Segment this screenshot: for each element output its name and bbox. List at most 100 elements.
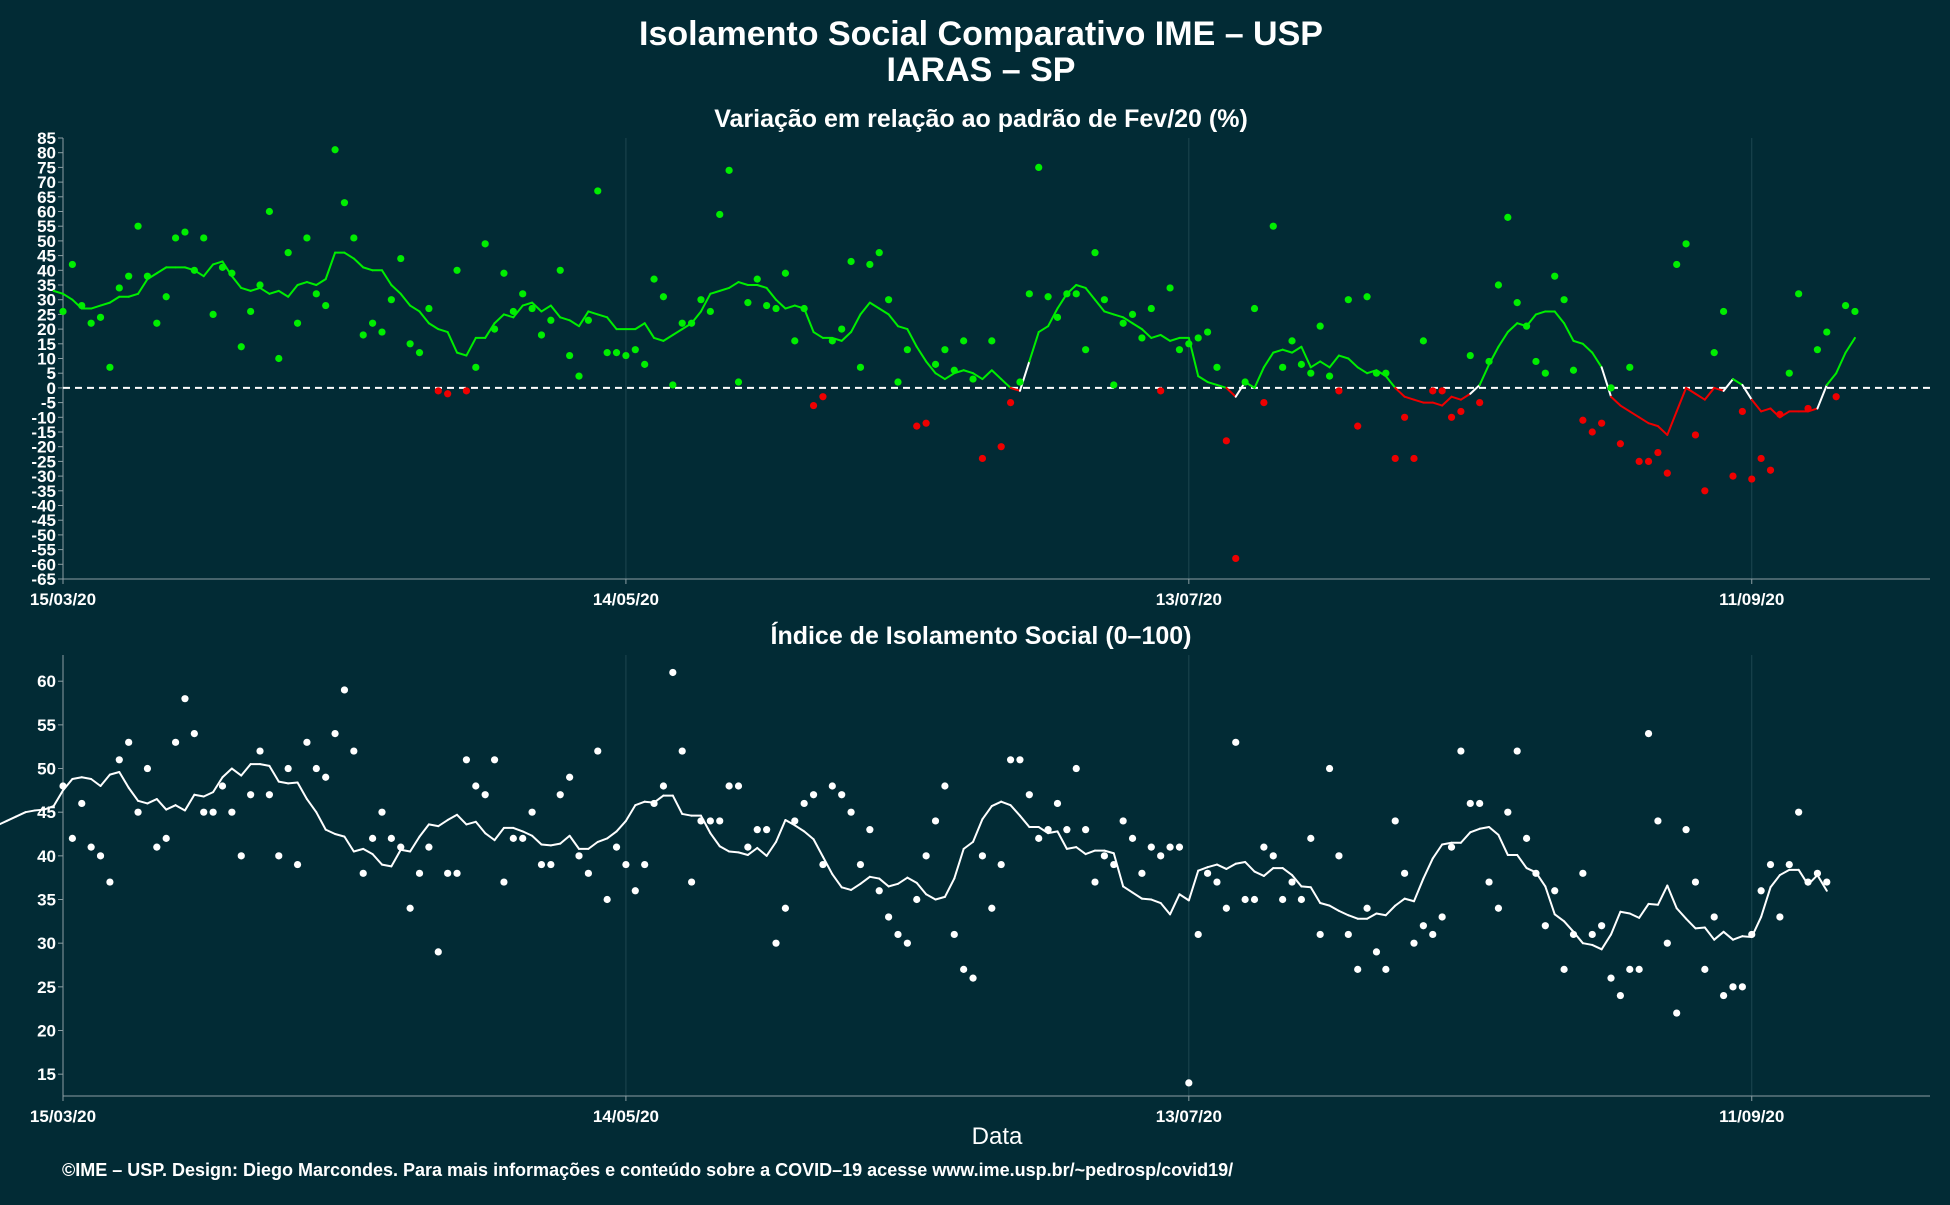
y-tick-label: 45: [37, 247, 56, 266]
data-point: [275, 354, 283, 363]
y-tick-label: 10: [37, 350, 56, 369]
data-point: [1429, 930, 1437, 939]
moving-average-segment: [803, 307, 815, 334]
data-point: [1157, 852, 1165, 860]
moving-average-segment: [859, 301, 871, 316]
data-point: [1738, 407, 1746, 416]
moving-average-segment: [5, 815, 18, 822]
variation-panel: -65-60-55-50-45-40-35-30-25-20-15-10-505…: [30, 129, 1930, 609]
data-point: [838, 325, 846, 333]
data-point: [115, 284, 123, 292]
data-point: [500, 878, 508, 886]
chart-subtitle: IARAS – SP: [887, 51, 1076, 89]
data-point: [1250, 895, 1259, 904]
moving-average-segment: [831, 873, 843, 889]
data-point: [1288, 337, 1296, 345]
y-tick-label: -30: [31, 467, 56, 486]
x-tick-label: 15/03/20: [30, 590, 96, 609]
data-point: [1654, 817, 1662, 825]
data-point: [284, 764, 292, 773]
data-point: [96, 313, 105, 321]
data-point: [1635, 965, 1643, 973]
moving-average-segment: [1610, 910, 1622, 936]
moving-average-segment: [1300, 885, 1312, 889]
data-point: [612, 843, 621, 851]
moving-average-segment: [709, 832, 721, 848]
data-point: [1128, 310, 1137, 318]
moving-average-segment: [240, 763, 252, 777]
moving-average-segment: [840, 331, 853, 342]
moving-average-segment: [953, 847, 965, 880]
data-point: [1504, 213, 1512, 221]
moving-average-segment: [765, 840, 778, 857]
data-point: [143, 764, 152, 773]
data-point: [1279, 363, 1287, 371]
moving-average-segment: [1703, 926, 1716, 941]
moving-average-segment: [1685, 917, 1697, 930]
data-point: [1222, 904, 1230, 912]
moving-average-segment: [1197, 375, 1209, 384]
data-point: [1485, 878, 1493, 886]
data-point: [687, 319, 696, 327]
moving-average-segment: [305, 281, 318, 286]
moving-average-segment: [990, 369, 1003, 381]
data-point: [1363, 904, 1371, 912]
data-point: [490, 756, 499, 764]
moving-average-segment: [1394, 386, 1406, 398]
data-point: [303, 234, 311, 242]
data-point: [1194, 930, 1202, 939]
moving-average-segment: [108, 771, 121, 776]
data-point: [1297, 895, 1306, 904]
moving-average-segment: [521, 301, 534, 307]
moving-average-segment: [812, 331, 824, 339]
data-point: [1823, 328, 1831, 336]
data-point: [1316, 930, 1324, 939]
data-point: [444, 390, 452, 398]
moving-average-segment: [1441, 841, 1453, 846]
moving-average-segment: [1656, 884, 1669, 906]
data-point: [1063, 826, 1071, 834]
data-point: [763, 301, 771, 310]
data-point: [1288, 878, 1296, 886]
data-point: [753, 826, 761, 834]
moving-average-segment: [896, 325, 909, 331]
data-point: [1719, 991, 1728, 1000]
moving-average-segment: [681, 812, 693, 817]
data-point: [1795, 808, 1803, 816]
moving-average-segment: [1384, 904, 1397, 917]
data-point: [472, 782, 480, 790]
data-point: [791, 337, 799, 345]
moving-average-segment: [1009, 804, 1021, 817]
moving-average-segment: [1459, 392, 1472, 401]
moving-average-segment: [183, 793, 196, 812]
moving-average-segment: [737, 281, 749, 286]
moving-average-segment: [549, 842, 562, 847]
data-point: [931, 360, 940, 368]
moving-average-segment: [446, 813, 459, 822]
data-point: [519, 834, 527, 842]
data-point: [978, 852, 987, 860]
moving-average-segment: [380, 269, 393, 286]
moving-average-segment: [418, 823, 430, 838]
y-tick-label: 60: [37, 672, 56, 691]
moving-average-segment: [559, 316, 571, 322]
data-point: [1757, 454, 1765, 463]
moving-average-segment: [596, 313, 609, 319]
y-tick-label: 75: [37, 158, 56, 177]
moving-average-segment: [1412, 877, 1425, 903]
data-point: [369, 319, 377, 327]
moving-average-segment: [1084, 849, 1097, 856]
data-point: [1832, 393, 1840, 401]
moving-average-segment: [596, 837, 609, 843]
data-point: [1269, 222, 1277, 230]
data-point: [1110, 381, 1118, 389]
data-point: [59, 307, 67, 316]
moving-average-segment: [859, 875, 871, 885]
moving-average-segment: [531, 301, 543, 313]
moving-average-segment: [934, 895, 946, 901]
moving-average-segment: [212, 260, 224, 266]
moving-average-segment: [277, 780, 290, 785]
moving-average-segment: [1685, 386, 1697, 395]
moving-average-segment: [1272, 348, 1284, 354]
y-tick-label: -55: [31, 541, 56, 560]
